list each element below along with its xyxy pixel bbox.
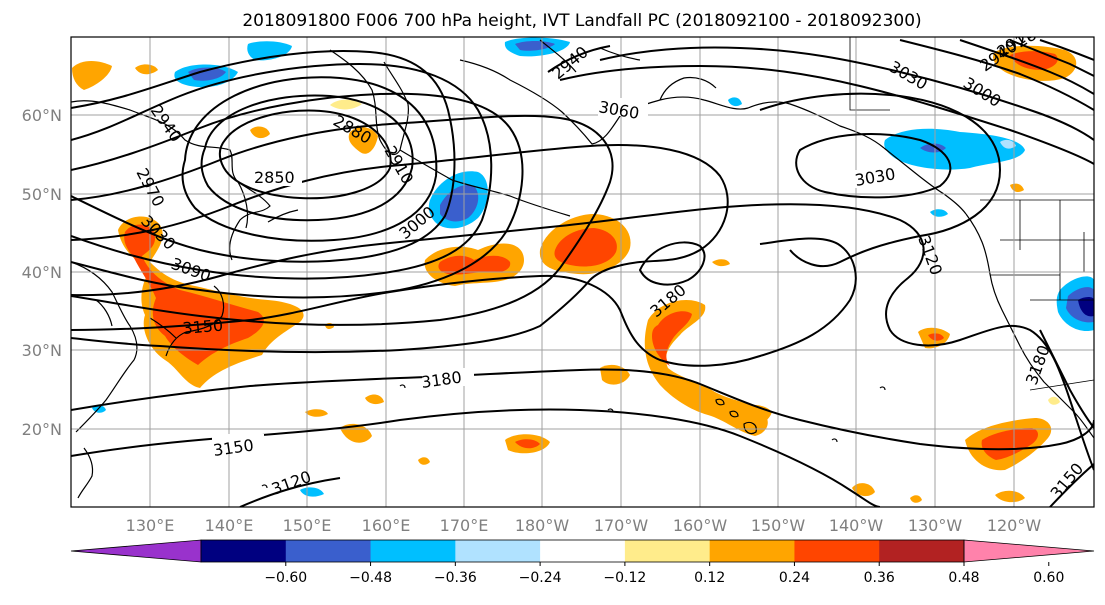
colorbar-swatch: [540, 540, 626, 562]
lon-label: 180°W: [515, 516, 570, 535]
colorbar-tick-label: −0.24: [519, 570, 562, 586]
contour-label: 3150: [182, 316, 224, 338]
colorbar-swatch: [709, 540, 795, 562]
lat-label: 40°N: [22, 263, 62, 282]
lat-label: 50°N: [22, 185, 62, 204]
lon-label: 130°W: [908, 516, 963, 535]
colorbar-swatch: [455, 540, 541, 562]
lon-label: 170°W: [594, 516, 649, 535]
lon-label: 150°E: [283, 516, 332, 535]
colorbar-swatch: [285, 540, 372, 562]
contour-label: 2850: [252, 168, 302, 187]
svg-text:3150: 3150: [182, 316, 224, 338]
colorbar-extend-low: [70, 539, 202, 563]
lat-label: 20°N: [22, 420, 62, 439]
svg-text:2850: 2850: [254, 168, 295, 187]
lon-label: 150°W: [751, 516, 806, 535]
colorbar: −0.60 −0.48 −0.36 −0.24 −0.12 0.12 0.24 0.36 0.4…: [70, 539, 1095, 586]
lon-label: 140°E: [205, 516, 254, 535]
longitude-labels: 130°E 140°E 150°E 160°E 170°E 180°W 170°…: [126, 516, 1042, 535]
lon-label: 120°W: [987, 516, 1042, 535]
colorbar-tick-label: −0.36: [434, 570, 477, 586]
colorbar-tick-label: −0.12: [603, 570, 646, 586]
lon-label: 160°W: [673, 516, 728, 535]
colorbar-swatch: [370, 540, 456, 562]
map-frame: [70, 36, 1095, 508]
colorbar-tick-label: −0.60: [264, 570, 307, 586]
lon-label: 140°W: [829, 516, 884, 535]
colorbar-extend-high: [963, 539, 1095, 563]
latitude-labels: 60°N 50°N 40°N 30°N 20°N: [22, 106, 62, 439]
colorbar-tick-label: 0.36: [864, 570, 895, 586]
lon-label: 160°E: [362, 516, 411, 535]
colorbar-outline: [200, 539, 965, 563]
colorbar-tick-label: 0.48: [948, 570, 979, 586]
colorbar-tick-label: 0.12: [694, 570, 725, 586]
colorbar-tick-label: −0.48: [349, 570, 392, 586]
coastlines: [71, 39, 1094, 499]
lon-label: 130°E: [126, 516, 175, 535]
height-contours: [71, 39, 1094, 507]
map-title: 2018091800 F006 700 hPa height, IVT Land…: [242, 11, 921, 31]
lat-label: 30°N: [22, 341, 62, 360]
colorbar-swatch: [624, 540, 711, 562]
colorbar-tick-label: 0.24: [779, 570, 810, 586]
colorbar-swatch: [794, 540, 880, 562]
colorbar-swatch: [201, 540, 287, 562]
political-borders: [849, 37, 1094, 391]
colorbar-swatch: [879, 540, 965, 562]
lon-label: 170°E: [440, 516, 489, 535]
colorbar-tick-label: 0.60: [1033, 570, 1064, 586]
contour-label: 3180: [420, 367, 474, 392]
lat-label: 60°N: [22, 106, 62, 125]
